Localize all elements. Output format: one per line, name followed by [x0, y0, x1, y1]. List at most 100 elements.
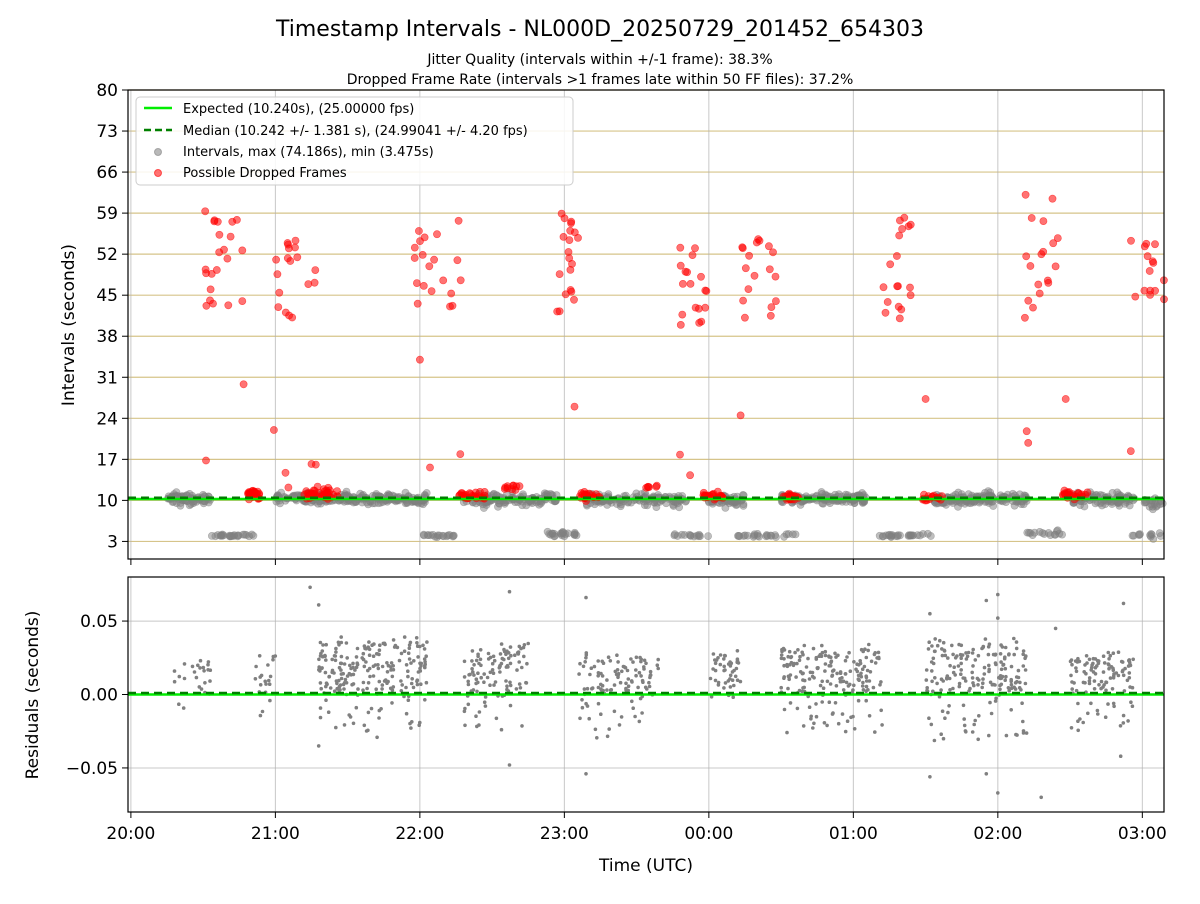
residual-point — [1096, 712, 1100, 716]
dropped-frame-point — [291, 236, 300, 245]
interval-point — [368, 499, 377, 508]
residual-point — [962, 717, 966, 721]
residual-point — [339, 661, 344, 666]
residual-point — [520, 665, 524, 670]
residual-point — [463, 723, 467, 728]
residual-point — [208, 679, 212, 683]
residual-point — [596, 659, 600, 663]
residual-point — [590, 686, 595, 690]
interval-point — [420, 531, 428, 540]
residual-point — [366, 645, 371, 649]
residual-point — [406, 674, 410, 679]
residual-point — [1009, 679, 1013, 684]
residual-point — [318, 715, 323, 720]
residual-point — [1000, 645, 1005, 649]
residual-point — [361, 651, 366, 656]
residual-point — [390, 688, 395, 692]
residual-point — [404, 711, 409, 716]
residual-point — [1104, 680, 1108, 684]
residual-point — [785, 662, 789, 667]
dropped-frame-point — [553, 307, 562, 316]
residual-point — [366, 668, 370, 673]
residuals-y-tick-label: 0.00 — [80, 686, 118, 706]
residual-point — [728, 673, 733, 678]
residual-point — [735, 657, 740, 661]
dropped-frame-point — [1048, 194, 1057, 203]
residual-point — [354, 655, 359, 659]
dropped-frame-point — [750, 271, 759, 280]
residual-point — [638, 655, 642, 660]
residual-point — [998, 674, 1003, 678]
x-tick-label: 02:00 — [973, 824, 1022, 844]
residual-outlier-point — [1053, 626, 1058, 631]
residual-point — [616, 675, 620, 680]
residual-point — [617, 723, 622, 727]
residual-point — [506, 665, 510, 669]
dropped-frame-outlier-point — [570, 402, 579, 411]
residual-point — [829, 659, 834, 663]
residual-point — [713, 678, 718, 683]
interval-point — [207, 532, 216, 540]
residual-point — [614, 672, 619, 677]
residuals-y-ticks: 0.05 0.00 −0.05 — [66, 612, 128, 779]
residual-point — [988, 700, 992, 705]
residual-point — [1007, 688, 1011, 693]
residual-point — [869, 659, 874, 664]
intervals-panel: 80 73 66 59 52 45 38 31 24 17 10 3 Intervals (secon… — [59, 81, 1168, 565]
dropped-frame-point — [906, 283, 914, 292]
dropped-frame-point — [691, 244, 699, 253]
residual-point — [925, 686, 929, 690]
dropped-frame-outlier-point — [1022, 427, 1031, 436]
residual-point — [640, 711, 644, 715]
dropped-frame-point — [410, 243, 419, 252]
residuals-y-tick-label: 0.05 — [80, 612, 118, 632]
residual-point — [630, 699, 634, 704]
residual-point — [779, 653, 784, 657]
residual-point — [181, 706, 186, 710]
residual-point — [344, 641, 349, 645]
dropped-frame-point — [288, 313, 297, 322]
residual-point — [629, 657, 633, 661]
dropped-frame-point — [412, 279, 421, 287]
residual-point — [1108, 653, 1113, 658]
residual-point — [479, 675, 484, 680]
residual-point — [625, 668, 630, 673]
dropped-frame-point — [212, 266, 221, 274]
residual-point — [371, 654, 376, 658]
residual-point — [868, 670, 873, 674]
residual-point — [929, 722, 934, 727]
dropped-frame-point — [439, 276, 448, 285]
residuals-reference-lines — [128, 691, 1164, 696]
dropped-frame-point — [564, 248, 573, 256]
residual-point — [933, 637, 937, 641]
residual-point — [1012, 652, 1016, 657]
residual-point — [1069, 673, 1073, 678]
residual-point — [1127, 658, 1132, 662]
dropped-frame-point — [883, 298, 892, 306]
residual-point — [998, 687, 1002, 692]
residual-point — [423, 698, 427, 702]
residual-point — [780, 647, 784, 652]
residual-point — [351, 661, 355, 666]
interval-point — [233, 531, 242, 540]
residuals-points — [172, 585, 1135, 800]
residual-point — [963, 679, 968, 683]
residual-point — [1111, 701, 1116, 706]
residual-point — [407, 657, 412, 661]
residual-point — [722, 664, 726, 669]
residual-point — [271, 654, 276, 659]
residual-point — [1024, 654, 1028, 658]
residual-point — [639, 674, 643, 678]
residual-point — [970, 651, 975, 655]
residual-point — [865, 668, 870, 673]
residual-point — [935, 681, 939, 686]
residual-point — [612, 683, 617, 687]
residual-point — [1076, 728, 1080, 733]
residual-point — [323, 670, 328, 675]
interval-point — [680, 531, 689, 539]
residual-point — [524, 680, 528, 685]
residual-point — [355, 646, 360, 651]
residual-point — [330, 657, 335, 662]
residual-point — [848, 669, 853, 673]
residual-point — [320, 666, 324, 670]
